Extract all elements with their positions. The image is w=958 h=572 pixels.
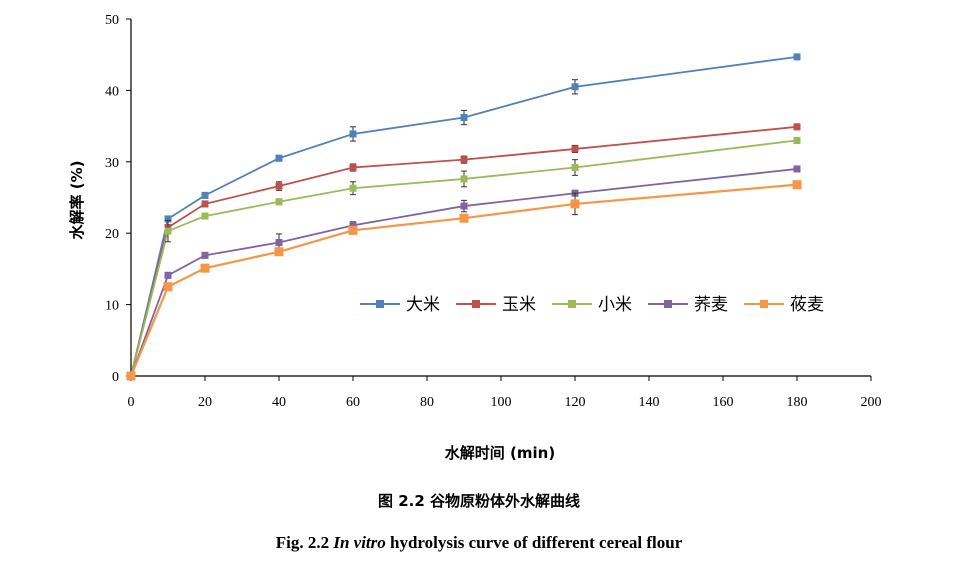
x-tick-label: 180 <box>787 395 808 410</box>
legend-marker <box>664 300 672 308</box>
data-point <box>275 182 283 190</box>
data-point <box>163 282 173 292</box>
series-layer <box>126 53 802 381</box>
y-tick-label: 20 <box>105 227 119 242</box>
series-line <box>130 55 798 377</box>
data-point <box>459 213 469 223</box>
legend-label: 大米 <box>406 295 440 315</box>
data-point <box>349 164 357 172</box>
data-point <box>349 184 357 192</box>
x-tick-label: 0 <box>128 395 135 410</box>
legend-item: 大米 <box>360 295 440 315</box>
data-point <box>200 263 210 273</box>
data-point <box>349 130 357 138</box>
data-point <box>201 212 209 220</box>
data-point <box>793 136 801 144</box>
legend-item: 荞麦 <box>648 295 728 315</box>
legend-item: 玉米 <box>456 295 536 315</box>
data-point <box>571 83 579 91</box>
x-tick-label: 100 <box>491 395 512 410</box>
series-line <box>130 125 798 377</box>
data-point <box>164 215 172 223</box>
legend-marker <box>472 300 480 308</box>
x-axis-label: 水解时间 (min) <box>445 444 555 462</box>
data-point <box>275 238 283 246</box>
data-point <box>349 221 357 229</box>
data-point <box>460 202 468 210</box>
axes: 0 10 20 30 40 50 0 20 40 60 80 100 120 140 160 180 200 <box>105 13 882 410</box>
data-point <box>460 156 468 164</box>
legend-item: 莜麦 <box>744 295 824 315</box>
data-point <box>571 145 579 153</box>
series-line <box>130 168 798 377</box>
data-point <box>275 154 283 162</box>
caption-en-prefix: Fig. 2.2 <box>275 533 334 552</box>
caption-en-italic: In vitro <box>333 533 386 552</box>
series-line <box>129 183 798 377</box>
y-tick-label: 10 <box>105 299 119 314</box>
legend-label: 小米 <box>598 295 632 315</box>
figure-caption-english: Fig. 2.2 In vitro hydrolysis curve of di… <box>0 533 958 553</box>
y-tick-label: 50 <box>105 13 119 28</box>
x-tick-label: 120 <box>565 395 586 410</box>
caption-en-suffix: hydrolysis curve of different cereal flo… <box>385 533 683 552</box>
data-point <box>164 227 172 235</box>
x-tick-label: 140 <box>639 395 660 410</box>
data-point <box>793 165 801 173</box>
x-tick-label: 160 <box>713 395 734 410</box>
legend-label: 玉米 <box>502 295 536 315</box>
legend-marker <box>568 300 576 308</box>
data-point <box>792 180 802 190</box>
data-point <box>164 271 172 279</box>
series-line <box>130 139 798 377</box>
data-point <box>793 123 801 131</box>
series-3 <box>127 136 801 380</box>
data-point <box>201 191 209 199</box>
hydrolysis-chart: 0 10 20 30 40 50 0 20 40 60 80 100 120 140 160 180 200 大… <box>68 13 882 462</box>
x-tick-label: 60 <box>346 395 360 410</box>
data-point <box>570 199 580 209</box>
data-point <box>793 53 801 61</box>
y-axis-label: 水解率 (%) <box>68 161 86 240</box>
legend-label: 莜麦 <box>790 295 824 315</box>
data-point <box>571 164 579 172</box>
x-tick-label: 40 <box>272 395 286 410</box>
legend-item: 小米 <box>552 295 632 315</box>
data-point <box>126 371 136 381</box>
legend-marker <box>760 300 768 308</box>
legend: 大米 玉米 小米 荞麦 莜麦 <box>360 295 824 315</box>
y-tick-label: 0 <box>112 370 119 385</box>
data-point <box>201 251 209 259</box>
legend-label: 荞麦 <box>694 295 728 315</box>
x-tick-label: 80 <box>420 395 434 410</box>
series-5 <box>126 180 802 381</box>
y-tick-label: 30 <box>105 156 119 171</box>
data-point <box>275 198 283 206</box>
x-tick-label: 20 <box>198 395 212 410</box>
y-tick-label: 40 <box>105 84 119 99</box>
data-point <box>348 225 358 235</box>
data-point <box>201 200 209 208</box>
x-tick-label: 200 <box>861 395 882 410</box>
data-point <box>274 247 284 257</box>
legend-marker <box>376 300 384 308</box>
data-point <box>460 175 468 183</box>
data-point <box>460 114 468 122</box>
figure-caption-chinese: 图 2.2 谷物原粉体外水解曲线 <box>377 492 581 510</box>
